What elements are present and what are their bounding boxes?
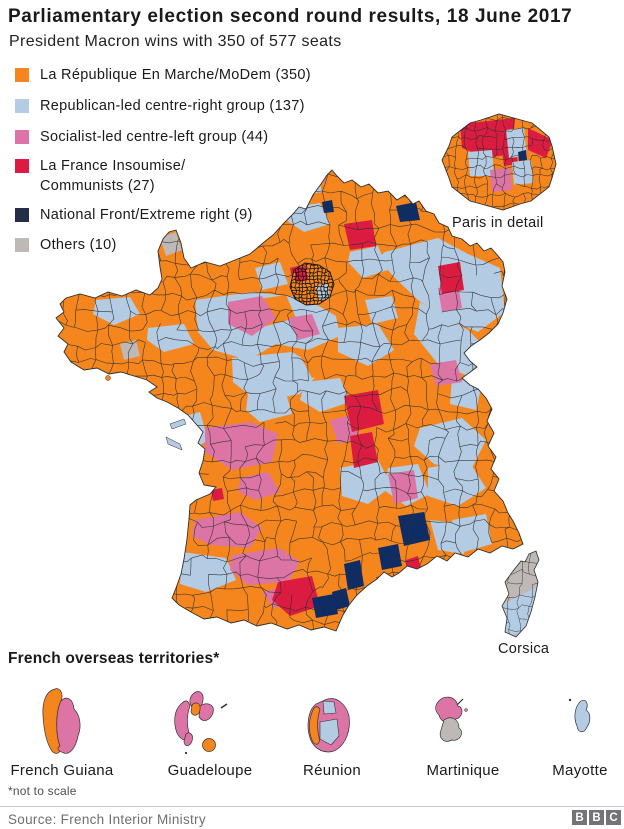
paris-inset-label: Paris in detail	[452, 215, 544, 231]
overseas-heading: French overseas territories*	[8, 650, 220, 667]
bbc-logo-block: B	[572, 810, 587, 825]
legend-label: Republican-led centre-right group (137)	[40, 98, 305, 114]
corsica-map	[502, 551, 539, 637]
legend-item: La République En Marche/MoDem (350)	[15, 67, 311, 85]
territory-label: Réunion	[303, 762, 361, 779]
legend-swatch	[15, 68, 29, 82]
legend-item: Socialist-led centre-left group (44)	[15, 129, 268, 147]
corsica-label: Corsica	[498, 641, 550, 657]
page-subtitle: President Macron wins with 350 of 577 se…	[9, 33, 342, 50]
legend-label: La République En Marche/MoDem (350)	[40, 67, 311, 83]
bbc-logo-block: C	[606, 810, 621, 825]
legend-item: Others (10)	[15, 237, 117, 255]
territory-guadeloupe	[174, 691, 228, 755]
legend-label: Others (10)	[40, 237, 117, 253]
footer-divider	[0, 806, 624, 807]
legend-swatch	[15, 99, 29, 113]
territory-label: Martinique	[426, 762, 500, 779]
legend-swatch	[15, 159, 29, 173]
legend-item: National Front/Extreme right (9)	[15, 207, 253, 225]
territory-french-guiana	[42, 688, 81, 754]
legend-label: La France Insoumise/ Communists (27)	[40, 158, 186, 194]
territory-label: Guadeloupe	[167, 762, 253, 779]
not-to-scale-note: *not to scale	[8, 784, 77, 798]
legend-label: National Front/Extreme right (9)	[40, 207, 253, 223]
legend-swatch	[15, 130, 29, 144]
bbc-logo-block: B	[589, 810, 604, 825]
legend-swatch	[15, 238, 29, 252]
legend-item: Republican-led centre-right group (137)	[15, 98, 305, 116]
legend-item: La France Insoumise/ Communists (27)	[15, 158, 185, 196]
territory-label: French Guiana	[10, 762, 114, 779]
territory-mayotte	[568, 698, 591, 733]
territory-label: Mayotte	[552, 762, 608, 779]
legend-swatch	[15, 208, 29, 222]
mainland-map	[56, 170, 523, 631]
territory-reunion	[307, 698, 350, 753]
overseas-territories	[42, 688, 591, 755]
source-caption: Source: French Interior Ministry	[8, 812, 206, 827]
page-title: Parliamentary election second round resu…	[8, 6, 573, 27]
legend-label: Socialist-led centre-left group (44)	[40, 129, 269, 145]
territory-martinique	[435, 696, 468, 742]
